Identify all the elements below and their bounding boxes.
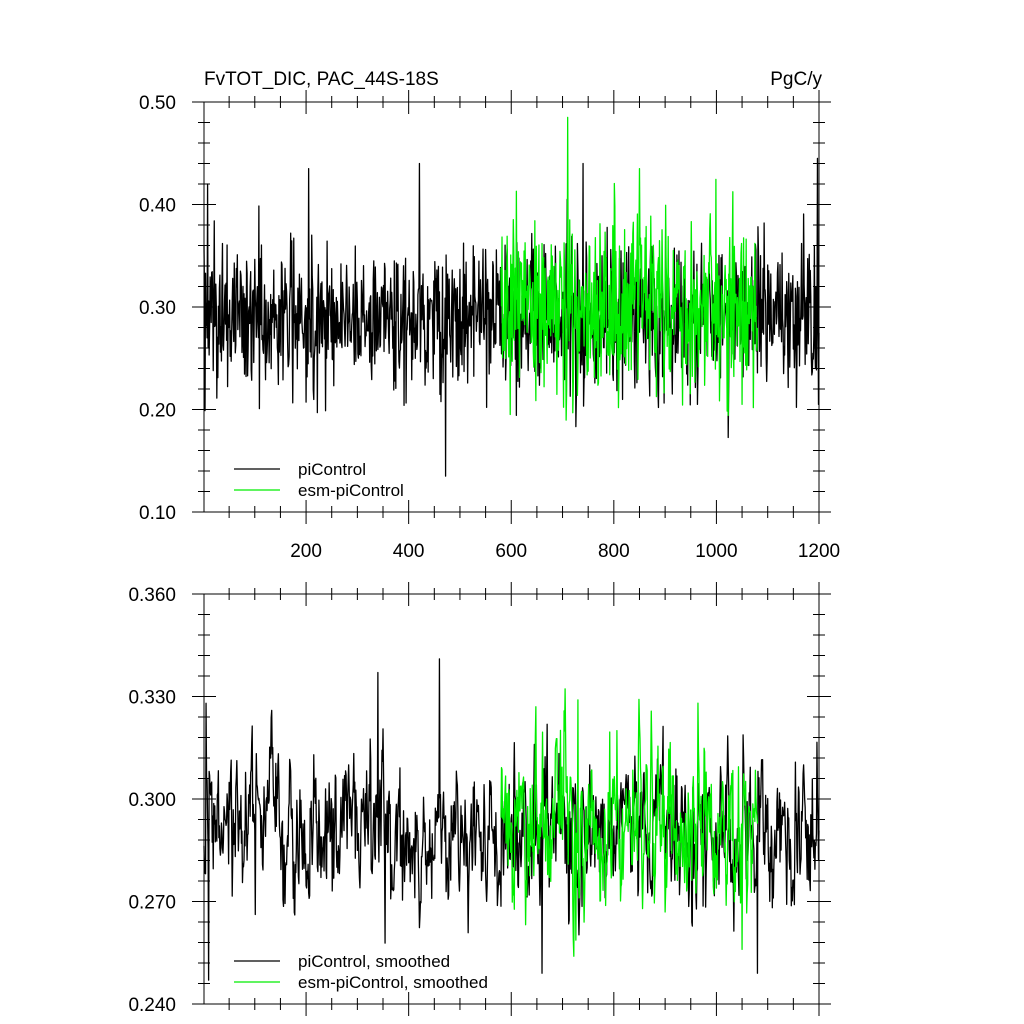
bottom-y-tick-labels: 0.240 0.270 0.300 0.330 0.360 xyxy=(128,585,176,1016)
y-tick-label: 0.50 xyxy=(139,93,176,114)
y-tick-label: 0.300 xyxy=(128,790,176,811)
legend-label-esm-picontrol-smoothed: esm-piControl, smoothed xyxy=(298,973,488,992)
bottom-panel: 0.240 0.270 0.300 0.330 0.360 piControl, smo… xyxy=(128,582,831,1016)
top-legend: piControl esm-piControl xyxy=(234,460,404,500)
x-tick-label: 1200 xyxy=(798,541,840,562)
units-label: PgC/y xyxy=(770,69,822,90)
legend-label-picontrol: piControl xyxy=(298,460,366,479)
series-line-picontrol-smoothed xyxy=(203,658,820,981)
top-panel: 0.10 0.20 0.30 0.40 0.50 200 400 600 800 1000 120… xyxy=(139,90,840,562)
x-tick-label: 400 xyxy=(393,541,425,562)
bottom-series xyxy=(203,658,820,981)
x-tick-label: 200 xyxy=(290,541,322,562)
top-ticks xyxy=(192,90,831,524)
top-x-tick-labels: 200 400 600 800 1000 1200 xyxy=(290,541,840,562)
y-tick-label: 0.330 xyxy=(128,688,176,709)
y-tick-label: 0.30 xyxy=(139,298,176,319)
series-line-esm-picontrol-smoothed xyxy=(500,688,759,957)
x-tick-label: 800 xyxy=(598,541,630,562)
bottom-ticks xyxy=(192,582,831,1016)
bottom-legend: piControl, smoothed esm-piControl, smoot… xyxy=(234,952,488,992)
chart-title: FvTOT_DIC, PAC_44S-18S xyxy=(204,69,439,90)
legend-label-picontrol-smoothed: piControl, smoothed xyxy=(298,952,450,971)
y-tick-label: 0.240 xyxy=(128,995,176,1016)
y-tick-label: 0.360 xyxy=(128,585,176,606)
y-tick-label: 0.270 xyxy=(128,893,176,914)
top-series xyxy=(203,116,820,477)
x-tick-label: 600 xyxy=(495,541,527,562)
legend-label-esm-picontrol: esm-piControl xyxy=(298,481,404,500)
y-tick-label: 0.10 xyxy=(139,503,176,524)
y-tick-label: 0.20 xyxy=(139,401,176,422)
top-y-tick-labels: 0.10 0.20 0.30 0.40 0.50 xyxy=(139,93,176,524)
series-line-esm-picontrol xyxy=(500,116,759,421)
y-tick-label: 0.40 xyxy=(139,196,176,217)
x-tick-label: 1000 xyxy=(695,541,737,562)
